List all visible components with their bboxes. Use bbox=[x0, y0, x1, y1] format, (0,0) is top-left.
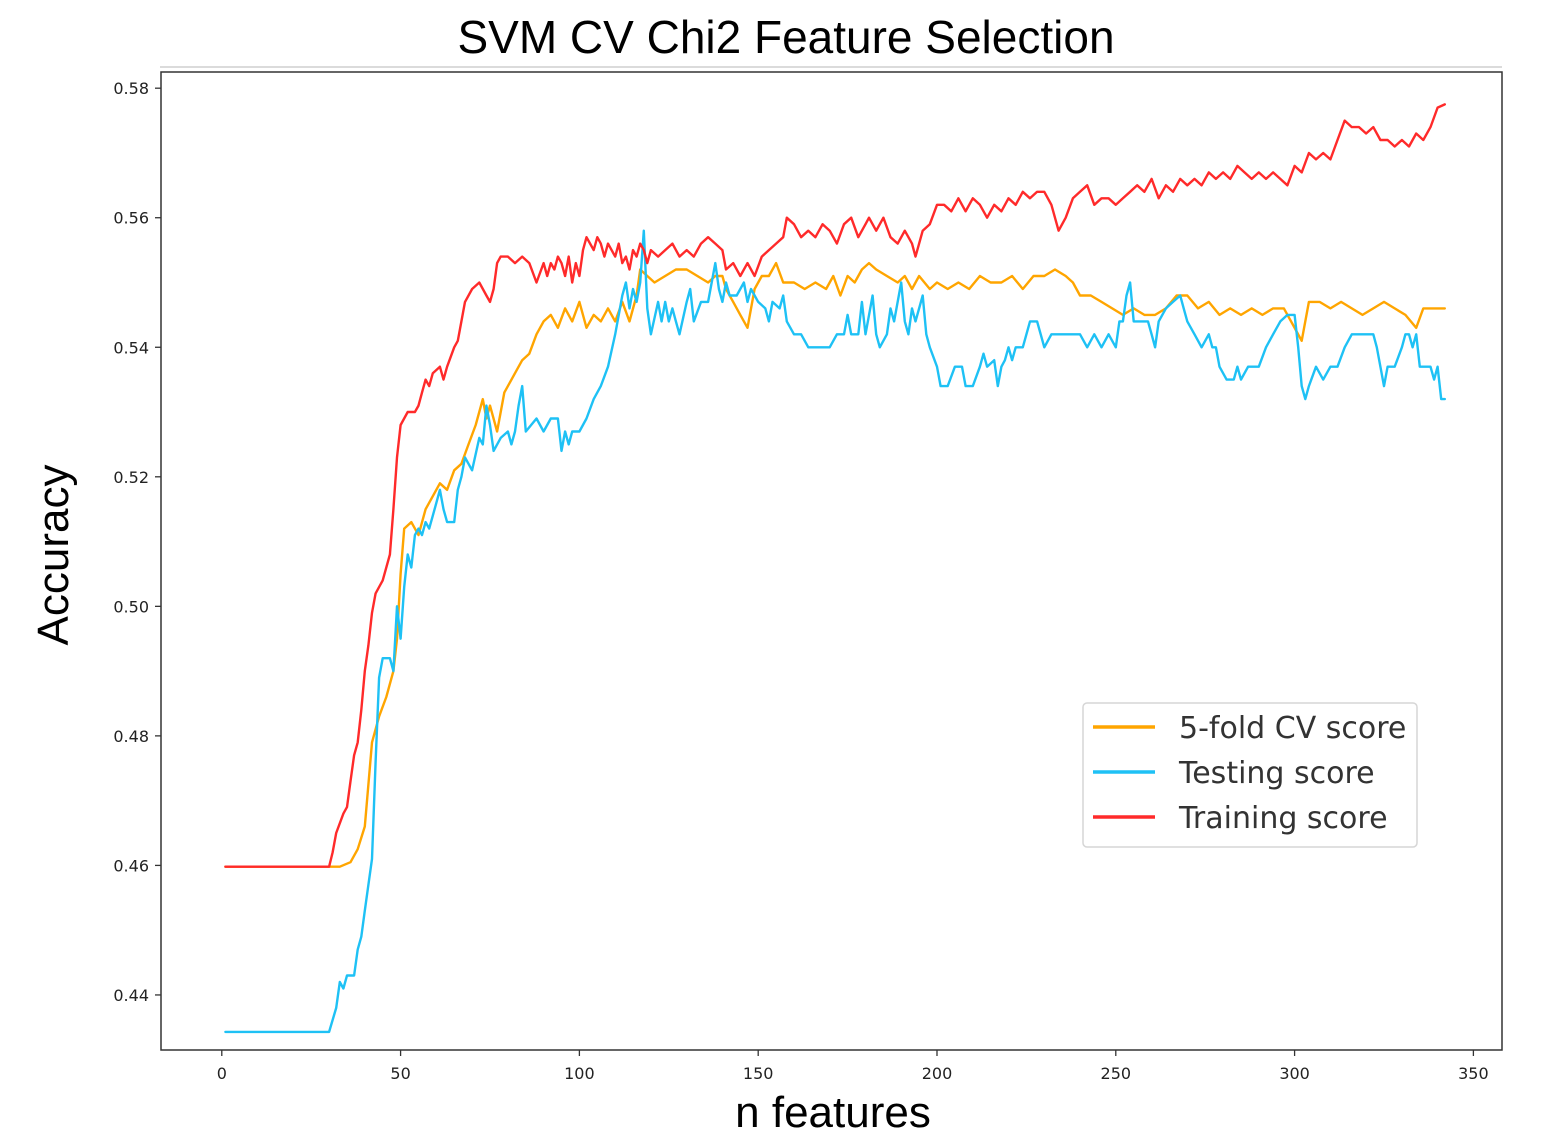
series-line-1 bbox=[224, 261, 1447, 868]
x-tick-label: 150 bbox=[743, 1064, 774, 1083]
legend-box bbox=[1082, 702, 1418, 848]
x-tick-label: 250 bbox=[1101, 1064, 1132, 1083]
y-tick-label: 0.58 bbox=[113, 79, 149, 98]
plot-area bbox=[224, 103, 1447, 1034]
x-tick-label: 100 bbox=[564, 1064, 595, 1083]
y-tick-label: 0.44 bbox=[113, 986, 149, 1005]
legend-label: 5-fold CV score bbox=[1179, 711, 1406, 746]
y-tick-label: 0.46 bbox=[113, 856, 149, 875]
plot-frame bbox=[160, 71, 1503, 1051]
x-tick-label: 350 bbox=[1458, 1064, 1489, 1083]
series-line-3 bbox=[224, 103, 1447, 868]
legend-label: Training score bbox=[1178, 801, 1388, 836]
y-axis-label: Accuracy bbox=[29, 465, 78, 646]
y-tick-label: 0.56 bbox=[113, 209, 149, 228]
y-tick-label: 0.54 bbox=[113, 338, 149, 357]
legend: 5-fold CV score Testing score Training sco… bbox=[1082, 702, 1418, 848]
y-tick-label: 0.50 bbox=[113, 597, 149, 616]
x-axis: 0 50 100 150 200 250 300 350 bbox=[217, 1050, 1489, 1083]
x-tick-label: 300 bbox=[1279, 1064, 1310, 1083]
legend-label: Testing score bbox=[1178, 756, 1375, 791]
y-tick-label: 0.48 bbox=[113, 727, 149, 746]
chart-title: SVM CV Chi2 Feature Selection bbox=[457, 11, 1114, 63]
x-axis-label: n features bbox=[735, 1088, 931, 1137]
y-axis: 0.44 0.46 0.48 0.50 0.52 0.54 0.56 0.58 bbox=[113, 79, 161, 1005]
x-tick-label: 0 bbox=[217, 1064, 227, 1083]
series-line-2 bbox=[224, 229, 1447, 1034]
x-tick-label: 200 bbox=[922, 1064, 953, 1083]
y-tick-label: 0.52 bbox=[113, 468, 149, 487]
x-tick-label: 50 bbox=[390, 1064, 410, 1083]
